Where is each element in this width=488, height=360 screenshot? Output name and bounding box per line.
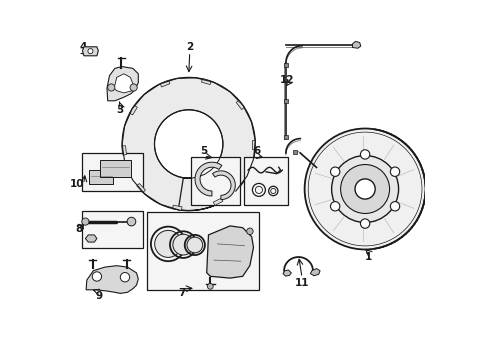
Polygon shape [101,160,131,177]
Text: 12: 12 [279,75,294,85]
Polygon shape [352,41,360,48]
Bar [284,135,287,139]
Polygon shape [212,171,235,199]
Polygon shape [201,79,211,85]
Circle shape [92,272,102,281]
Text: 7: 7 [178,288,185,298]
Circle shape [304,129,425,249]
Polygon shape [89,170,113,184]
Polygon shape [206,226,253,278]
Circle shape [207,284,213,289]
Circle shape [354,179,374,199]
Polygon shape [122,77,255,211]
Text: 3: 3 [117,105,123,115]
Circle shape [88,49,93,54]
Text: 4: 4 [80,42,87,52]
Circle shape [81,218,89,225]
Circle shape [340,165,389,213]
Polygon shape [213,198,223,206]
Bar [292,150,296,154]
Text: 10: 10 [70,179,84,189]
Bar [244,157,287,205]
Text: 6: 6 [253,146,260,156]
Polygon shape [114,74,133,93]
Circle shape [360,219,369,228]
Polygon shape [283,270,291,276]
Circle shape [107,84,115,91]
Text: 1: 1 [365,252,371,262]
Polygon shape [251,140,255,148]
Circle shape [389,202,399,211]
Polygon shape [172,205,182,210]
Polygon shape [195,162,222,196]
Text: 2: 2 [186,42,193,52]
Bar [191,157,239,205]
Bar [284,99,287,103]
Circle shape [154,230,181,257]
Polygon shape [129,105,137,115]
Circle shape [360,150,369,159]
Bar [81,211,142,248]
Circle shape [173,234,193,255]
Bar [81,153,142,191]
Text: 9: 9 [95,291,102,301]
Circle shape [186,237,202,253]
Polygon shape [107,67,138,101]
Polygon shape [160,80,170,87]
Text: 11: 11 [294,278,309,288]
Polygon shape [236,100,244,109]
Text: 8: 8 [75,224,82,234]
Circle shape [389,167,399,176]
Text: 5: 5 [200,146,207,156]
Circle shape [127,217,136,226]
Polygon shape [86,266,138,293]
Circle shape [331,156,398,222]
Circle shape [130,84,137,91]
Polygon shape [82,47,98,56]
Polygon shape [137,184,145,193]
Polygon shape [122,146,126,155]
Circle shape [330,202,339,211]
Circle shape [246,228,253,235]
Polygon shape [310,269,320,276]
Circle shape [120,273,129,282]
Polygon shape [85,235,97,242]
Bar [147,212,258,290]
Circle shape [330,167,339,176]
Bar [284,63,287,67]
